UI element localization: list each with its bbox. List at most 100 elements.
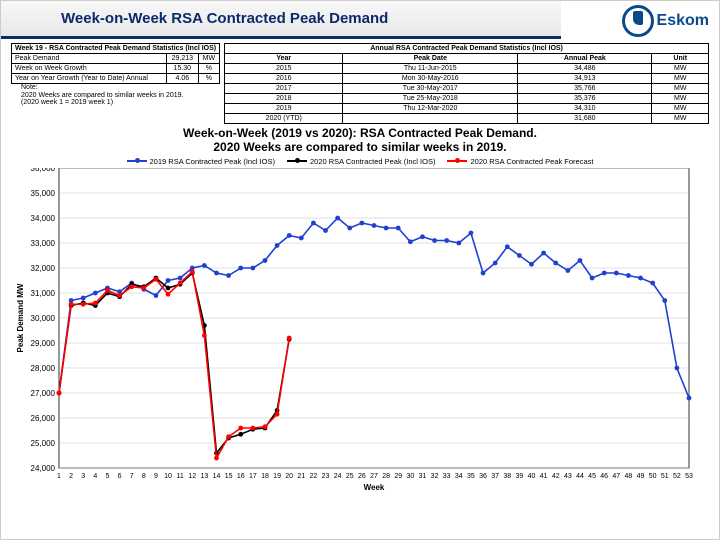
- table-cell: Mon 30-May-2016: [343, 74, 518, 84]
- svg-text:34,000: 34,000: [31, 214, 56, 223]
- table-cell: Tue 30-May-2017: [343, 84, 518, 94]
- legend-item: 2019 RSA Contracted Peak (Incl IOS): [127, 157, 275, 166]
- svg-text:47: 47: [612, 473, 620, 480]
- table-cell: 34,310: [518, 104, 652, 114]
- svg-text:32,000: 32,000: [31, 264, 56, 273]
- svg-text:39: 39: [515, 473, 523, 480]
- header: Week-on-Week RSA Contracted Peak Demand …: [1, 1, 719, 39]
- note-line: Note:: [21, 84, 220, 92]
- svg-text:50: 50: [649, 473, 657, 480]
- svg-text:19: 19: [273, 473, 281, 480]
- svg-text:1: 1: [57, 473, 61, 480]
- svg-text:Week: Week: [364, 483, 385, 492]
- table-cell: MW: [198, 54, 220, 64]
- svg-text:33: 33: [443, 473, 451, 480]
- table-cell: Thu 11-Jun-2015: [343, 64, 518, 74]
- svg-text:27,000: 27,000: [31, 389, 56, 398]
- chart-area: Week-on-Week (2019 vs 2020): RSA Contrac…: [1, 124, 719, 498]
- table-cell: 2018: [225, 94, 343, 104]
- table-cell: MW: [652, 64, 709, 74]
- legend: 2019 RSA Contracted Peak (Incl IOS)2020 …: [11, 155, 709, 168]
- svg-text:46: 46: [600, 473, 608, 480]
- table-cell: 15.30: [167, 64, 198, 74]
- svg-text:42: 42: [552, 473, 560, 480]
- table-cell: 34,486: [518, 64, 652, 74]
- table-cell: %: [198, 64, 220, 74]
- svg-text:36,000: 36,000: [31, 168, 56, 173]
- svg-text:29: 29: [394, 473, 402, 480]
- table-header: Year: [225, 54, 343, 64]
- svg-text:18: 18: [261, 473, 269, 480]
- table-cell: MW: [652, 94, 709, 104]
- table-cell: MW: [652, 84, 709, 94]
- table-cell: Year on Year Growth (Year to Date) Annua…: [12, 74, 167, 84]
- svg-text:26,000: 26,000: [31, 414, 56, 423]
- svg-text:36: 36: [479, 473, 487, 480]
- table-cell: Thu 12-Mar-2020: [343, 104, 518, 114]
- svg-text:9: 9: [154, 473, 158, 480]
- brand-logo: Eskom: [622, 5, 709, 37]
- svg-text:14: 14: [213, 473, 221, 480]
- svg-text:13: 13: [200, 473, 208, 480]
- svg-text:40: 40: [528, 473, 536, 480]
- svg-text:4: 4: [93, 473, 97, 480]
- svg-text:Peak Demand MW: Peak Demand MW: [16, 283, 25, 352]
- svg-text:30,000: 30,000: [31, 314, 56, 323]
- svg-text:28,000: 28,000: [31, 364, 56, 373]
- table-cell: 2020 (YTD): [225, 114, 343, 124]
- right-table-title: Annual RSA Contracted Peak Demand Statis…: [225, 44, 709, 54]
- chart-title-1: Week-on-Week (2019 vs 2020): RSA Contrac…: [183, 126, 537, 140]
- page-title: Week-on-Week RSA Contracted Peak Demand: [1, 1, 561, 39]
- svg-text:32: 32: [431, 473, 439, 480]
- svg-text:43: 43: [564, 473, 572, 480]
- svg-text:53: 53: [685, 473, 693, 480]
- table-header: Annual Peak: [518, 54, 652, 64]
- svg-text:49: 49: [637, 473, 645, 480]
- chart-title-2: 2020 Weeks are compared to similar weeks…: [213, 140, 506, 154]
- line-chart: 24,00025,00026,00027,00028,00029,00030,0…: [11, 168, 701, 498]
- brand-text: Eskom: [657, 12, 709, 30]
- svg-text:26: 26: [358, 473, 366, 480]
- svg-text:20: 20: [285, 473, 293, 480]
- chart-title: Week-on-Week (2019 vs 2020): RSA Contrac…: [11, 126, 709, 155]
- table-cell: Week on Week Growth: [12, 64, 167, 74]
- table-cell: %: [198, 74, 220, 84]
- notes: Note: 2020 Weeks are compared to similar…: [11, 84, 220, 107]
- svg-text:35,000: 35,000: [31, 189, 56, 198]
- svg-text:8: 8: [142, 473, 146, 480]
- table-header: Unit: [652, 54, 709, 64]
- svg-text:2: 2: [69, 473, 73, 480]
- svg-text:41: 41: [540, 473, 548, 480]
- svg-text:16: 16: [237, 473, 245, 480]
- svg-text:27: 27: [370, 473, 378, 480]
- table-cell: 2016: [225, 74, 343, 84]
- svg-text:5: 5: [106, 473, 110, 480]
- svg-text:52: 52: [673, 473, 681, 480]
- svg-text:48: 48: [625, 473, 633, 480]
- table-cell: 35,766: [518, 84, 652, 94]
- left-table-title: Week 19 - RSA Contracted Peak Demand Sta…: [12, 44, 220, 54]
- svg-text:34: 34: [455, 473, 463, 480]
- tables-row: Week 19 - RSA Contracted Peak Demand Sta…: [1, 39, 719, 124]
- svg-text:23: 23: [322, 473, 330, 480]
- svg-text:22: 22: [310, 473, 318, 480]
- table-cell: 4.06: [167, 74, 198, 84]
- logo-icon: [622, 5, 654, 37]
- table-cell: Peak Demand: [12, 54, 167, 64]
- svg-text:33,000: 33,000: [31, 239, 56, 248]
- svg-text:10: 10: [164, 473, 172, 480]
- svg-text:17: 17: [249, 473, 257, 480]
- table-cell: [343, 114, 518, 124]
- table-cell: MW: [652, 114, 709, 124]
- note-line: 2020 Weeks are compared to similar weeks…: [21, 92, 220, 100]
- left-block: Week 19 - RSA Contracted Peak Demand Sta…: [11, 43, 220, 124]
- svg-text:35: 35: [467, 473, 475, 480]
- table-cell: 2017: [225, 84, 343, 94]
- svg-text:11: 11: [177, 473, 184, 480]
- svg-text:51: 51: [661, 473, 669, 480]
- svg-text:37: 37: [491, 473, 499, 480]
- note-line: (2020 week 1 = 2019 week 1): [21, 99, 220, 107]
- svg-text:25,000: 25,000: [31, 439, 56, 448]
- svg-text:24: 24: [334, 473, 342, 480]
- right-table: Annual RSA Contracted Peak Demand Statis…: [224, 43, 709, 124]
